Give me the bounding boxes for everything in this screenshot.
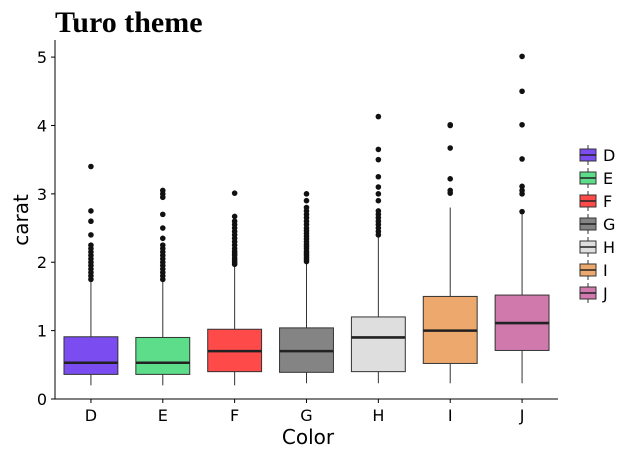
outlier-point (231, 218, 238, 225)
outlier-point (88, 208, 94, 214)
outlier-point (519, 156, 525, 162)
legend-label: J (602, 284, 608, 303)
x-tick-label: J (519, 406, 525, 425)
outlier-point (519, 121, 525, 128)
outlier-point (519, 88, 525, 95)
box-D (63, 336, 119, 375)
legend-item-H: H (579, 237, 615, 257)
outlier-point (88, 163, 94, 170)
outlier-point (303, 191, 310, 197)
chart-title: Turo theme (55, 6, 203, 39)
outlier-point (88, 218, 94, 225)
legend-label: G (603, 215, 615, 234)
legend-item-I: I (579, 260, 608, 280)
box-group-E (135, 187, 191, 386)
outlier-point (375, 113, 382, 120)
y-tick-label: 1 (37, 322, 47, 341)
box-group-I (422, 121, 478, 384)
outlier-point (159, 225, 166, 231)
outlier-point (375, 184, 382, 190)
y-tick-label: 4 (37, 116, 47, 135)
box-group-D (63, 163, 119, 386)
box-group-H (350, 113, 406, 384)
x-tick-label: H (372, 406, 384, 425)
x-axis-title: Color (282, 425, 335, 449)
legend-label: D (603, 146, 615, 165)
outlier-point (159, 211, 166, 218)
box-E (135, 336, 191, 375)
legend-label: E (603, 169, 613, 188)
outlier-point (375, 173, 382, 180)
outlier-point (519, 187, 525, 194)
y-axis-title: carat (9, 194, 33, 246)
legend-item-F: F (579, 191, 612, 211)
x-tick-label: D (85, 406, 97, 425)
y-tick-label: 3 (37, 185, 47, 204)
outlier-point (159, 235, 166, 242)
outlier-point (519, 53, 525, 60)
legend-label: F (603, 192, 612, 211)
legend-label: I (603, 261, 608, 280)
outlier-point (519, 208, 525, 215)
outlier-point (303, 204, 310, 211)
outlier-point (447, 176, 454, 182)
x-tick-label: E (158, 406, 168, 425)
outlier-point (231, 190, 238, 196)
x-tick-label: G (300, 406, 312, 425)
x-tick-label: I (448, 406, 453, 425)
outlier-point (375, 146, 382, 153)
box-group-J (494, 53, 550, 384)
outlier-point (375, 197, 382, 204)
box-H (350, 316, 406, 373)
outlier-point (447, 187, 454, 194)
outlier-point (231, 213, 238, 220)
outlier-point (375, 191, 382, 197)
outlier-point (159, 187, 166, 194)
legend-item-D: D (579, 145, 615, 165)
outlier-point (159, 242, 166, 248)
legend-item-G: G (579, 214, 615, 234)
outlier-point (303, 197, 310, 204)
outlier-point (375, 208, 382, 214)
x-tick-label: F (230, 406, 239, 425)
plot-area: 0 1 2 3 4 5 D E F G H I J (37, 40, 558, 425)
y-tick-label: 5 (37, 48, 47, 67)
legend-item-J: J (579, 283, 608, 303)
outlier-point (88, 242, 94, 248)
legend-label: H (603, 238, 615, 257)
outlier-point (88, 232, 94, 238)
legend-item-E: E (579, 168, 613, 188)
y-tick-label: 0 (37, 390, 47, 409)
outlier-point (519, 183, 525, 190)
box-group-F (207, 190, 263, 386)
outlier-point (447, 121, 454, 128)
outlier-point (375, 156, 382, 163)
box-group-G (279, 191, 334, 384)
y-tick-label: 2 (37, 253, 47, 272)
outlier-point (447, 145, 454, 151)
